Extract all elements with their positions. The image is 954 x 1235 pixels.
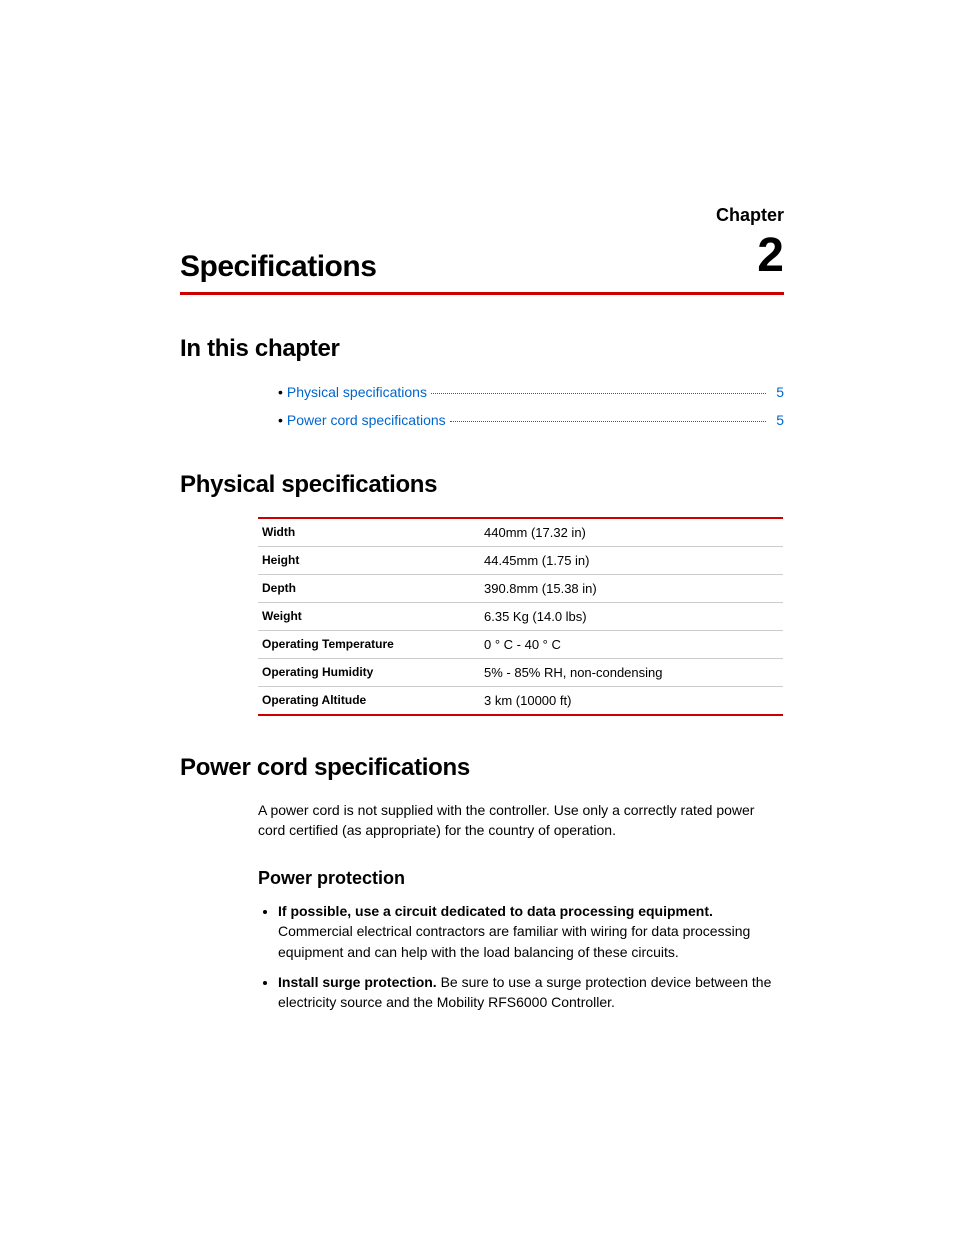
toc-item: • Physical specifications 5 [278,381,784,405]
spec-value: 5% - 85% RH, non-condensing [480,658,783,686]
page: Chapter 2 Specifications In this chapter… [0,0,954,1235]
heading-in-this-chapter: In this chapter [180,335,784,363]
heading-physical-specifications: Physical specifications [180,471,784,499]
bullet-lead: Install surge protection. [278,974,437,990]
bullet-lead: If possible, use a circuit dedicated to … [278,903,713,919]
table-row: Operating Humidity 5% - 85% RH, non-cond… [258,658,783,686]
spec-label: Operating Humidity [258,658,480,686]
heading-power-cord-specifications: Power cord specifications [180,754,784,782]
table-row: Depth 390.8mm (15.38 in) [258,574,783,602]
spec-label: Height [258,546,480,574]
spec-label: Operating Altitude [258,686,480,715]
toc: • Physical specifications 5 • Power cord… [278,381,784,433]
spec-value: 440mm (17.32 in) [480,518,783,547]
spec-label: Operating Temperature [258,630,480,658]
bullet-icon: • [278,381,283,405]
list-item: If possible, use a circuit dedicated to … [278,901,784,962]
table-row: Weight 6.35 Kg (14.0 lbs) [258,602,783,630]
spec-value: 0 ° C - 40 ° C [480,630,783,658]
toc-item: • Power cord specifications 5 [278,409,784,433]
table-row: Width 440mm (17.32 in) [258,518,783,547]
toc-link-physical[interactable]: Physical specifications [287,381,427,405]
spec-value: 3 km (10000 ft) [480,686,783,715]
chapter-label: Chapter [716,205,784,226]
toc-leader [431,393,766,394]
toc-leader [450,421,767,422]
heading-power-protection: Power protection [258,868,784,889]
table-row: Height 44.45mm (1.75 in) [258,546,783,574]
list-item: Install surge protection. Be sure to use… [278,972,784,1013]
table-row: Operating Temperature 0 ° C - 40 ° C [258,630,783,658]
bullet-rest: Commercial electrical contractors are fa… [278,923,750,959]
spec-value: 390.8mm (15.38 in) [480,574,783,602]
toc-page-number[interactable]: 5 [770,409,784,433]
spec-label: Width [258,518,480,547]
spec-label: Weight [258,602,480,630]
power-cord-paragraph: A power cord is not supplied with the co… [258,800,784,841]
spec-label: Depth [258,574,480,602]
toc-page-number[interactable]: 5 [770,381,784,405]
toc-link-power-cord[interactable]: Power cord specifications [287,409,446,433]
chapter-title: Specifications [180,250,784,284]
spec-value: 6.35 Kg (14.0 lbs) [480,602,783,630]
title-rule [180,292,784,295]
bullet-icon: • [278,409,283,433]
spec-value: 44.45mm (1.75 in) [480,546,783,574]
power-protection-list: If possible, use a circuit dedicated to … [258,901,784,1012]
spec-table: Width 440mm (17.32 in) Height 44.45mm (1… [258,517,783,716]
table-row: Operating Altitude 3 km (10000 ft) [258,686,783,715]
chapter-number: 2 [757,232,784,280]
